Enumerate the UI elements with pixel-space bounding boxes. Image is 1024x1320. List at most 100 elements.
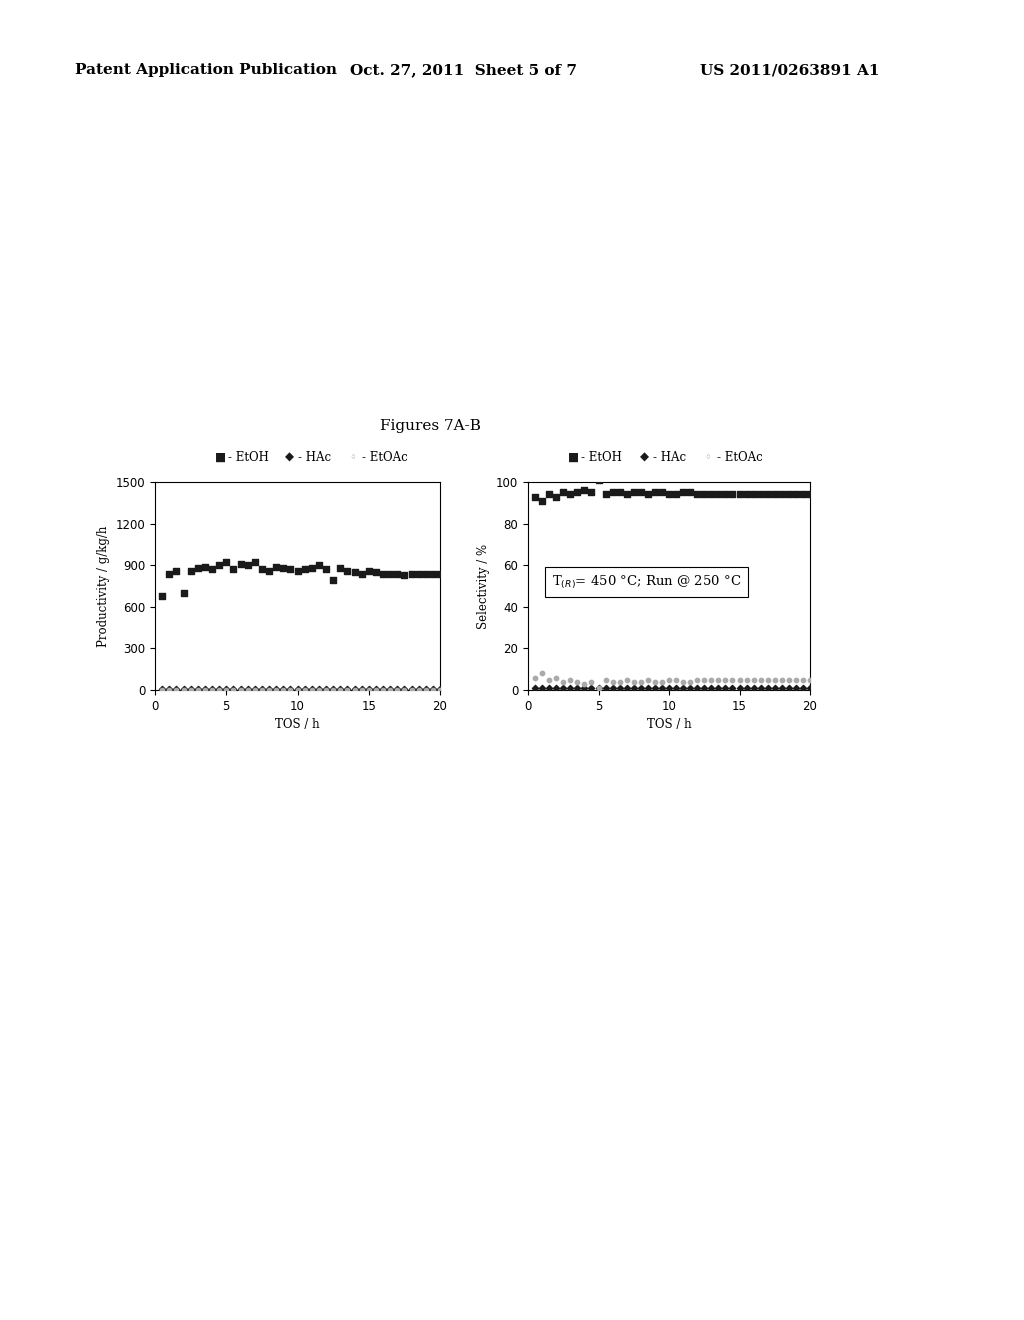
Point bbox=[161, 562, 177, 583]
Point bbox=[584, 677, 600, 698]
Point bbox=[555, 671, 571, 692]
Point bbox=[325, 678, 341, 700]
Point bbox=[353, 678, 370, 700]
Point bbox=[403, 678, 420, 700]
Point bbox=[753, 677, 769, 698]
Point bbox=[247, 552, 263, 573]
Point bbox=[346, 561, 362, 582]
Point bbox=[618, 677, 635, 698]
Point bbox=[360, 678, 377, 700]
Point bbox=[290, 678, 306, 700]
Point bbox=[640, 677, 656, 698]
Point bbox=[527, 486, 544, 507]
Point bbox=[268, 556, 285, 577]
Text: ◆: ◆ bbox=[285, 451, 294, 465]
Point bbox=[689, 669, 706, 690]
Point bbox=[425, 562, 441, 583]
Point bbox=[675, 677, 691, 698]
Point bbox=[760, 669, 776, 690]
Point bbox=[724, 677, 740, 698]
Point bbox=[247, 678, 263, 700]
Point bbox=[660, 484, 677, 506]
Point bbox=[411, 678, 427, 700]
Point bbox=[534, 490, 550, 511]
Point bbox=[668, 484, 684, 506]
Point bbox=[703, 677, 720, 698]
Point bbox=[577, 479, 593, 500]
Point bbox=[240, 678, 256, 700]
Point bbox=[339, 678, 355, 700]
Point bbox=[240, 678, 256, 700]
Text: - HAc: - HAc bbox=[298, 451, 331, 465]
Point bbox=[555, 677, 571, 698]
Point bbox=[375, 678, 391, 700]
Point bbox=[611, 677, 628, 698]
Point bbox=[425, 678, 441, 700]
Point bbox=[168, 678, 184, 700]
Point bbox=[668, 669, 684, 690]
Text: ◆: ◆ bbox=[640, 451, 649, 465]
Point bbox=[154, 678, 170, 700]
Point bbox=[548, 667, 564, 688]
Point bbox=[317, 558, 334, 579]
Point bbox=[562, 484, 579, 506]
Point bbox=[696, 484, 713, 506]
Text: - EtOH: - EtOH bbox=[228, 451, 269, 465]
Point bbox=[275, 678, 292, 700]
Point bbox=[597, 669, 613, 690]
Point bbox=[310, 678, 327, 700]
Point bbox=[218, 678, 234, 700]
Text: Patent Application Publication: Patent Application Publication bbox=[75, 63, 337, 77]
Point bbox=[597, 677, 613, 698]
Point bbox=[247, 678, 263, 700]
X-axis label: TOS / h: TOS / h bbox=[275, 718, 319, 731]
Point bbox=[296, 678, 312, 700]
Point bbox=[161, 678, 177, 700]
Point bbox=[168, 560, 184, 581]
Point bbox=[689, 484, 706, 506]
Point bbox=[653, 482, 670, 503]
Point bbox=[189, 678, 206, 700]
Point bbox=[218, 678, 234, 700]
Point bbox=[225, 678, 242, 700]
Point bbox=[753, 669, 769, 690]
Text: - EtOH: - EtOH bbox=[581, 451, 622, 465]
Point bbox=[569, 671, 586, 692]
Point bbox=[303, 557, 319, 578]
Point bbox=[640, 484, 656, 506]
Point bbox=[569, 677, 586, 698]
Point bbox=[403, 562, 420, 583]
Point bbox=[254, 678, 270, 700]
Point bbox=[254, 558, 270, 579]
Point bbox=[618, 484, 635, 506]
Text: T$_{(R)}$= 450 °C; Run @ 250 °C: T$_{(R)}$= 450 °C; Run @ 250 °C bbox=[552, 573, 741, 590]
Point bbox=[527, 667, 544, 688]
Point bbox=[283, 558, 299, 579]
Point bbox=[696, 677, 713, 698]
Point bbox=[353, 678, 370, 700]
Point bbox=[780, 677, 797, 698]
Point bbox=[317, 678, 334, 700]
Point bbox=[396, 565, 413, 586]
Point bbox=[296, 678, 312, 700]
Point bbox=[332, 678, 348, 700]
Text: ◦: ◦ bbox=[349, 451, 356, 465]
Point bbox=[682, 482, 698, 503]
Point bbox=[317, 678, 334, 700]
Point bbox=[597, 484, 613, 506]
Point bbox=[189, 557, 206, 578]
Point bbox=[584, 482, 600, 503]
Point bbox=[577, 673, 593, 694]
Point bbox=[660, 677, 677, 698]
Point bbox=[717, 484, 733, 506]
Point bbox=[767, 677, 783, 698]
Point bbox=[411, 562, 427, 583]
Point bbox=[604, 671, 621, 692]
Point bbox=[418, 678, 434, 700]
Point bbox=[197, 678, 213, 700]
Point bbox=[368, 678, 384, 700]
Point bbox=[527, 677, 544, 698]
Point bbox=[339, 560, 355, 581]
Point bbox=[154, 585, 170, 606]
Point bbox=[668, 677, 684, 698]
